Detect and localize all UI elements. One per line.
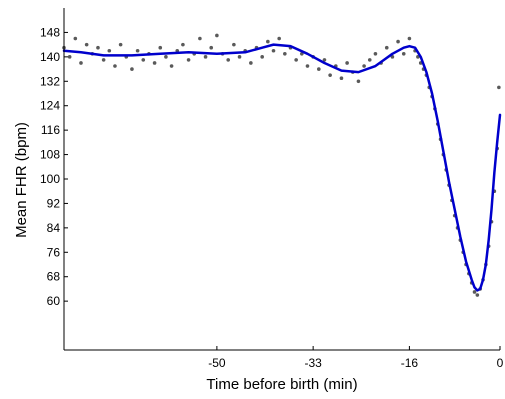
scatter-point [356, 79, 361, 84]
y-tick-label: 76 [47, 245, 61, 259]
y-tick-label: 132 [40, 74, 60, 88]
scatter-point [407, 36, 412, 41]
scatter-point [141, 58, 146, 62]
scatter-point [294, 58, 298, 62]
scatter-point [317, 67, 321, 71]
scatter-point [73, 36, 78, 41]
scatter-point [79, 61, 83, 65]
x-axis-title: Time before birth (min) [206, 376, 357, 393]
scatter-point [96, 45, 100, 50]
scatter-point [84, 42, 89, 47]
y-tick-label: 140 [40, 50, 60, 64]
y-tick-label: 100 [40, 172, 60, 186]
x-tick-label: 0 [497, 356, 504, 370]
scatter-point [271, 48, 276, 53]
y-tick-label: 148 [40, 25, 60, 39]
y-axis-ticks: 60 68 76 84 92 100 108 116 124 132 140 148 [40, 25, 68, 308]
scatter-point [384, 45, 389, 50]
scatter-point [164, 55, 168, 59]
scatter-point [328, 73, 332, 77]
x-tick-label: -50 [208, 356, 226, 370]
scatter-point [396, 39, 400, 44]
x-tick-label: -33 [304, 356, 322, 370]
scatter-point [101, 58, 106, 62]
scatter-point [118, 42, 123, 47]
scatter-point [181, 42, 185, 47]
y-tick-label: 108 [40, 148, 60, 162]
y-tick-label: 60 [47, 294, 61, 308]
scatter-point [322, 58, 327, 62]
scatter-point [169, 64, 174, 68]
scatter-point [130, 67, 134, 71]
trend-line-group [62, 43, 502, 292]
scatter-point [215, 33, 219, 38]
scatter-point [345, 61, 349, 65]
scatter-point [249, 61, 253, 65]
scatter-point [475, 293, 480, 297]
scatter-point [113, 64, 117, 68]
scatter-point [283, 52, 287, 56]
scatter-point [277, 36, 281, 41]
scatter-point [237, 55, 242, 59]
scatter-point [260, 55, 264, 59]
scatter-point [209, 45, 214, 50]
scatter-point [401, 52, 406, 56]
scatter-point [152, 61, 157, 65]
scatter-point [135, 48, 140, 53]
y-tick-label: 92 [47, 196, 61, 210]
scatter-point [158, 45, 163, 50]
y-tick-label: 68 [47, 270, 61, 284]
scatter-point [373, 52, 378, 56]
scatter-point [339, 76, 344, 81]
scatter-point [198, 36, 202, 41]
scatter-point [203, 55, 208, 59]
scatter-points [62, 33, 501, 297]
x-tick-label: -16 [401, 356, 419, 370]
scatter-point [472, 290, 477, 294]
y-tick-label: 116 [41, 123, 60, 137]
scatter-point [497, 85, 501, 90]
scatter-point [226, 58, 231, 62]
y-tick-label: 124 [40, 99, 60, 113]
scatter-point [67, 55, 72, 59]
scatter-point [266, 39, 270, 44]
scatter-point [305, 64, 310, 68]
scatter-point [186, 58, 191, 62]
scatter-point [367, 58, 372, 62]
scatter-point [107, 48, 112, 53]
x-axis-ticks: -50 -33 -16 0 [208, 346, 504, 370]
scatter-point [232, 42, 236, 47]
scatter-point [362, 64, 366, 68]
trend-line [62, 43, 502, 292]
y-tick-label: 84 [47, 221, 61, 235]
y-axis-title: Mean FHR (bpm) [13, 122, 30, 238]
